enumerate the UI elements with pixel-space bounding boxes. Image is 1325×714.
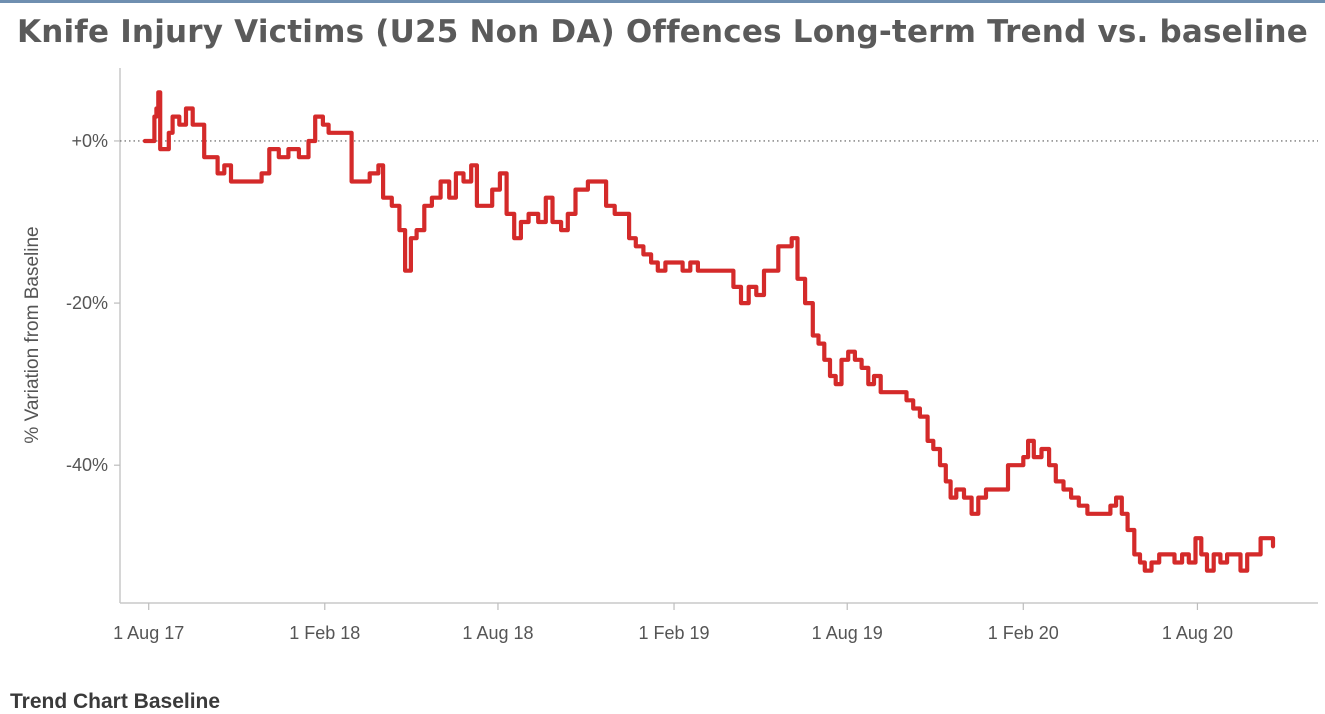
y-tick-label: +0% — [71, 131, 108, 151]
x-tick-label: 1 Aug 18 — [462, 623, 533, 643]
x-ticks: 1 Aug 17 1 Feb 18 1 Aug 18 1 Feb 19 1 Aug 19… — [113, 603, 1233, 643]
series-layer — [142, 90, 1276, 573]
y-axis-label: % Variation from Baseline — [22, 226, 43, 443]
axes — [119, 68, 1318, 604]
x-tick-label: 1 Aug 20 — [1162, 623, 1233, 643]
series-line-0 — [142, 90, 1276, 573]
x-tick-label: 1 Aug 19 — [812, 623, 883, 643]
x-tick-label: 1 Feb 19 — [638, 623, 709, 643]
top-rule — [0, 0, 1325, 3]
x-tick-label: 1 Aug 17 — [113, 623, 184, 643]
section-label: Trend Chart Baseline — [10, 690, 221, 713]
chart-title: Knife Injury Victims (U25 Non DA) Offenc… — [16, 14, 1309, 50]
y-tick-label: -40% — [66, 455, 108, 475]
x-tick-label: 1 Feb 20 — [988, 623, 1059, 643]
y-tick-label: -20% — [66, 293, 108, 313]
y-ticks: +0% -20% -40% — [66, 131, 120, 475]
x-tick-label: 1 Feb 18 — [289, 623, 360, 643]
